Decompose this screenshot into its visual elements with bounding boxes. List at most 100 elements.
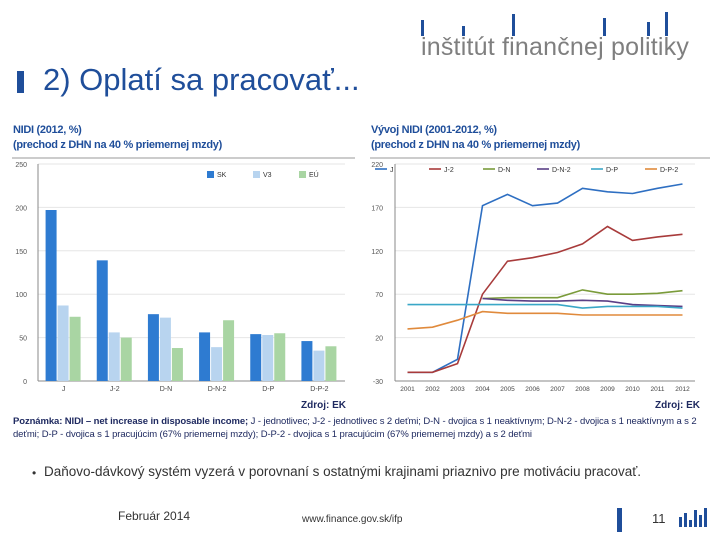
line-y-tick-label: 220 xyxy=(371,162,383,169)
bar-v3-d-n xyxy=(159,317,171,381)
note-label: Poznámka: NIDI – net increase in disposa… xyxy=(13,416,249,427)
page-title: 2) Oplatí sa pracovať... xyxy=(43,62,360,97)
line-chart-subtitle: (prechod z DHN na 40 % priemernej mzdy) xyxy=(371,139,580,151)
bar-sk-d-n-2 xyxy=(199,332,211,381)
line-x-tick-label: 2001 xyxy=(400,386,415,393)
bar-x-tick-label: J-2 xyxy=(110,386,120,393)
line-chart-legend: J J-2 D-N D-N-2 D-P D-P-2 xyxy=(375,167,678,174)
bar-v3-d-p-2 xyxy=(313,350,325,381)
bullet-marker: • xyxy=(32,466,37,480)
line-legend-label: J-2 xyxy=(444,167,454,174)
bar-sk-d-p xyxy=(250,334,262,381)
line-x-tick-label: 2005 xyxy=(500,386,515,393)
line-legend-label: J xyxy=(390,167,394,174)
bar-y-tick-label: 250 xyxy=(15,162,27,169)
logo-bar-1 xyxy=(421,20,424,36)
page-number: 11 xyxy=(652,511,666,526)
bar-chart-x-labels: J J-2 D-N D-N-2 D-P D-P-2 xyxy=(62,386,329,393)
logo-bar-5 xyxy=(647,22,650,36)
line-legend-label: D-N xyxy=(498,167,510,174)
bar-eú-d-p-2 xyxy=(325,346,337,381)
bar-v3-j xyxy=(57,305,69,381)
bar-y-tick-label: 150 xyxy=(15,249,27,256)
line-y-tick-label: 120 xyxy=(371,249,383,256)
bar-chart-grid: 0 50 100 150 200 250 xyxy=(15,162,345,386)
line-series-j-2 xyxy=(407,225,683,374)
line-x-tick-label: 2009 xyxy=(600,386,615,393)
footer-url: www.finance.gov.sk/ifp xyxy=(302,514,403,525)
bar-chart-source: Zdroj: EK xyxy=(301,400,346,411)
line-series-d-n-2 xyxy=(482,297,683,308)
line-series-d-n xyxy=(482,289,683,300)
bar-eú-d-n-2 xyxy=(223,320,235,381)
logo-bar-6 xyxy=(665,12,668,36)
bar-x-tick-label: J xyxy=(62,386,66,393)
line-chart-grid: -30 20 70 120 170 220 xyxy=(371,162,695,386)
line-x-tick-label: 2004 xyxy=(475,386,490,393)
bar-sk-j-2 xyxy=(96,260,108,381)
bar-eú-j xyxy=(69,316,81,381)
line-chart-heading: Vývoj NIDI (2001-2012, %) (prechod z DHN… xyxy=(371,123,580,153)
logo-bar-4 xyxy=(603,18,606,36)
line-x-tick-label: 2003 xyxy=(450,386,465,393)
line-legend-label: D-N-2 xyxy=(552,167,571,174)
logo-text: inštitút finančnej politiky xyxy=(421,33,690,61)
bar-legend-swatch xyxy=(253,171,260,178)
bar-y-tick-label: 100 xyxy=(15,292,27,299)
title-marker xyxy=(17,71,24,93)
line-y-tick-label: -30 xyxy=(373,379,383,386)
line-x-tick-label: 2007 xyxy=(550,386,565,393)
bar-sk-d-p-2 xyxy=(301,341,313,381)
bar-chart-bars xyxy=(45,210,337,381)
bar-x-tick-label: D-N-2 xyxy=(208,386,227,393)
footer-marker xyxy=(617,508,622,532)
line-legend-label: D-P xyxy=(606,167,618,174)
bar-y-tick-label: 200 xyxy=(15,205,27,212)
bar-chart-title: NIDI (2012, %) xyxy=(13,124,82,136)
bar-eú-d-n xyxy=(171,348,183,381)
line-x-tick-label: 2012 xyxy=(675,386,690,393)
bar-chart-heading: NIDI (2012, %) (prechod z DHN na 40 % pr… xyxy=(13,123,222,153)
line-y-tick-label: 70 xyxy=(375,292,383,299)
line-x-tick-label: 2002 xyxy=(425,386,440,393)
line-series-j xyxy=(407,183,683,374)
line-series-d-p xyxy=(407,303,683,309)
bar-legend-swatch xyxy=(207,171,214,178)
line-chart-source: Zdroj: EK xyxy=(655,400,700,411)
chart-note: Poznámka: NIDI – net increase in disposa… xyxy=(13,415,713,441)
bullet-text: Daňovo-dávkový systém vyzerá v porovnaní… xyxy=(44,464,642,479)
line-chart-title: Vývoj NIDI (2001-2012, %) xyxy=(371,124,497,136)
bar-v3-j-2 xyxy=(108,332,120,381)
line-chart: -30 20 70 120 170 220 2001 2002 2003 2004 2005 200… xyxy=(370,157,710,393)
line-chart-x-labels: 2001 2002 2003 2004 2005 2006 2007 2008 2009 2010… xyxy=(400,386,690,393)
bar-chart-subtitle: (prechod z DHN na 40 % priemernej mzdy) xyxy=(13,139,222,151)
logo-bar-3 xyxy=(512,14,515,36)
bar-chart: 0 50 100 150 200 250 J J-2 D-N D-N-2 D-P D-P-2 SK V… xyxy=(12,157,355,393)
line-chart-series xyxy=(407,183,683,374)
ifp-chart-icon xyxy=(679,508,707,527)
bar-legend-label: EÚ xyxy=(309,170,319,179)
note-text: J - jednotlivec; J-2 - jednotlivec s 2 d… xyxy=(13,416,697,440)
bar-eú-d-p xyxy=(274,333,286,381)
bar-sk-j xyxy=(45,210,57,381)
bar-legend-label: V3 xyxy=(263,172,272,179)
bar-x-tick-label: D-P-2 xyxy=(310,386,328,393)
line-x-tick-label: 2006 xyxy=(525,386,540,393)
bar-legend-swatch xyxy=(299,171,306,178)
line-x-tick-label: 2011 xyxy=(651,386,665,393)
line-y-tick-label: 20 xyxy=(375,336,383,343)
bar-x-tick-label: D-P xyxy=(262,386,274,393)
bar-v3-d-p xyxy=(262,334,274,381)
bar-x-tick-label: D-N xyxy=(160,386,172,393)
line-y-tick-label: 170 xyxy=(371,205,383,212)
bar-chart-legend: SK V3 EÚ xyxy=(207,170,319,179)
bar-y-tick-label: 50 xyxy=(19,336,27,343)
line-series-d-p-2 xyxy=(407,310,683,330)
logo-bar-2 xyxy=(462,26,465,36)
bar-legend-label: SK xyxy=(217,172,227,179)
bar-v3-d-n-2 xyxy=(211,347,223,381)
footer-date: Február 2014 xyxy=(118,509,191,523)
bar-eú-j-2 xyxy=(120,337,132,381)
bar-sk-d-n xyxy=(147,314,159,381)
line-x-tick-label: 2010 xyxy=(625,386,640,393)
